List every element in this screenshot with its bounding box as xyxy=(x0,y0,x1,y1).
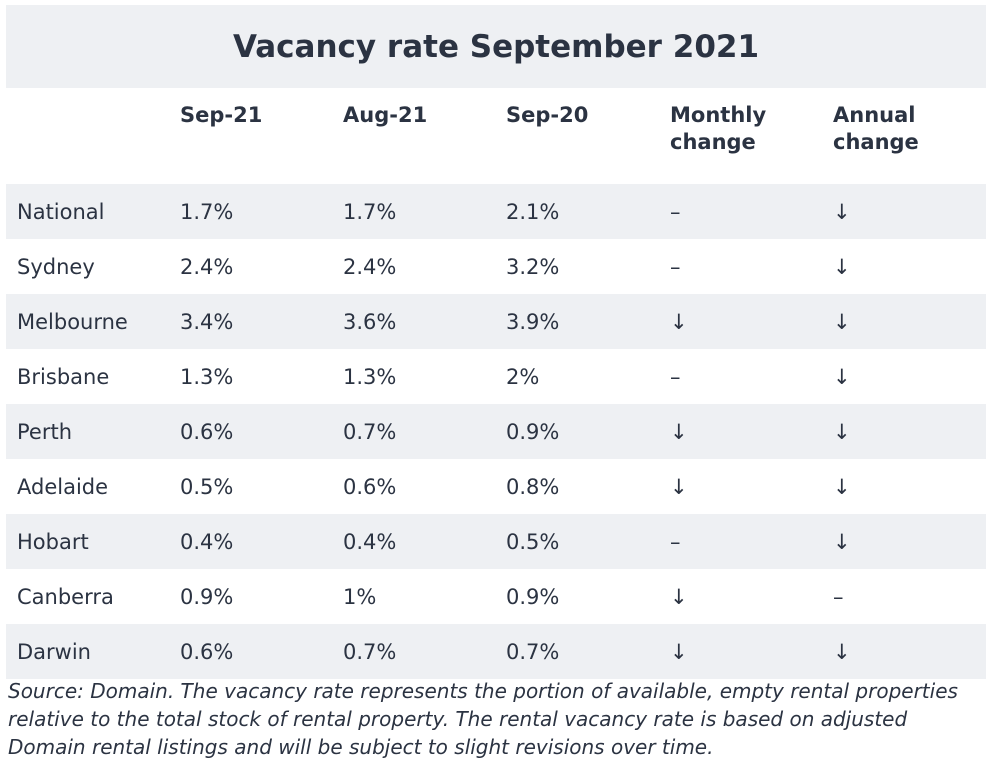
table-row: National 1.7% 1.7% 2.1% – ↓ xyxy=(6,184,986,239)
table-cell: 1.7% xyxy=(180,199,234,224)
table-cell: 0.6% xyxy=(180,639,234,664)
table-cell: 0.4% xyxy=(180,529,234,554)
row-label: Hobart xyxy=(17,529,89,554)
column-header: Monthly change xyxy=(670,103,767,154)
table-cell: 2% xyxy=(506,364,540,389)
row-label: National xyxy=(17,199,105,224)
table-cell: ↓ xyxy=(670,419,688,444)
table: Sep-21 Aug-21 Sep-20 Monthly change Annual c… xyxy=(6,88,986,679)
table-cell: 3.9% xyxy=(506,309,560,334)
table-cell: – xyxy=(670,364,681,389)
table-cell: 0.8% xyxy=(506,474,560,499)
column-header xyxy=(6,88,169,184)
table-header: Sep-21 Aug-21 Sep-20 Monthly change Annual c… xyxy=(6,88,986,184)
table-body: National 1.7% 1.7% 2.1% – ↓ Sydney 2.4% 2.4% 3.2%… xyxy=(6,184,986,679)
table-cell: ↓ xyxy=(833,309,851,334)
table-row: Adelaide 0.5% 0.6% 0.8% ↓ ↓ xyxy=(6,459,986,514)
table-cell: 1.7% xyxy=(343,199,397,224)
table-row: Hobart 0.4% 0.4% 0.5% – ↓ xyxy=(6,514,986,569)
table-row: Perth 0.6% 0.7% 0.9% ↓ ↓ xyxy=(6,404,986,459)
table-cell: 0.9% xyxy=(506,584,560,609)
table-cell: 2.4% xyxy=(180,254,234,279)
row-label: Perth xyxy=(17,419,73,444)
column-header: Aug-21 xyxy=(343,103,428,127)
table-cell: 2.4% xyxy=(343,254,397,279)
table-row: Melbourne 3.4% 3.6% 3.9% ↓ ↓ xyxy=(6,294,986,349)
table-cell: – xyxy=(833,584,844,609)
table-cell: ↓ xyxy=(833,199,851,224)
table-cell: 0.7% xyxy=(506,639,560,664)
table-cell: ↓ xyxy=(670,584,688,609)
table-cell: 0.5% xyxy=(180,474,234,499)
table-cell: 0.4% xyxy=(343,529,397,554)
table-cell: – xyxy=(670,529,681,554)
column-header: Annual change xyxy=(833,103,919,154)
row-label: Melbourne xyxy=(17,309,128,334)
table-cell: 1.3% xyxy=(180,364,234,389)
table-cell: 0.5% xyxy=(506,529,560,554)
table-row: Brisbane 1.3% 1.3% 2% – ↓ xyxy=(6,349,986,404)
table-cell: ↓ xyxy=(833,639,851,664)
column-header: Sep-20 xyxy=(506,103,589,127)
table-cell: ↓ xyxy=(833,419,851,444)
row-label: Adelaide xyxy=(17,474,109,499)
table-cell: 0.6% xyxy=(180,419,234,444)
table-cell: 1% xyxy=(343,584,377,609)
table-cell: 0.9% xyxy=(506,419,560,444)
table-cell: 3.4% xyxy=(180,309,234,334)
table-cell: 0.7% xyxy=(343,639,397,664)
table-row: Canberra 0.9% 1% 0.9% ↓ – xyxy=(6,569,986,624)
source-note: Source: Domain. The vacancy rate represe… xyxy=(8,679,958,759)
row-label: Darwin xyxy=(17,639,91,664)
table-cell: ↓ xyxy=(833,474,851,499)
table-cell: – xyxy=(670,199,681,224)
table-cell: ↓ xyxy=(833,529,851,554)
header-row: Sep-21 Aug-21 Sep-20 Monthly change Annual c… xyxy=(6,88,986,184)
column-header: Sep-21 xyxy=(180,103,263,127)
table-row: Darwin 0.6% 0.7% 0.7% ↓ ↓ xyxy=(6,624,986,679)
table-cell: ↓ xyxy=(833,364,851,389)
table-cell: ↓ xyxy=(833,254,851,279)
row-label: Canberra xyxy=(17,584,114,609)
table-cell: 1.3% xyxy=(343,364,397,389)
row-label: Sydney xyxy=(17,254,95,279)
table-cell: 0.9% xyxy=(180,584,234,609)
table-cell: ↓ xyxy=(670,639,688,664)
row-label: Brisbane xyxy=(17,364,110,389)
title: Vacancy rate September 2021 xyxy=(6,5,986,88)
table-cell: 0.6% xyxy=(343,474,397,499)
table-cell: 2.1% xyxy=(506,199,560,224)
table-row: Sydney 2.4% 2.4% 3.2% – ↓ xyxy=(6,239,986,294)
table-cell: 3.6% xyxy=(343,309,397,334)
table-cell: 0.7% xyxy=(343,419,397,444)
table-cell: ↓ xyxy=(670,474,688,499)
table-cell: – xyxy=(670,254,681,279)
table-cell: 3.2% xyxy=(506,254,560,279)
table-cell: ↓ xyxy=(670,309,688,334)
